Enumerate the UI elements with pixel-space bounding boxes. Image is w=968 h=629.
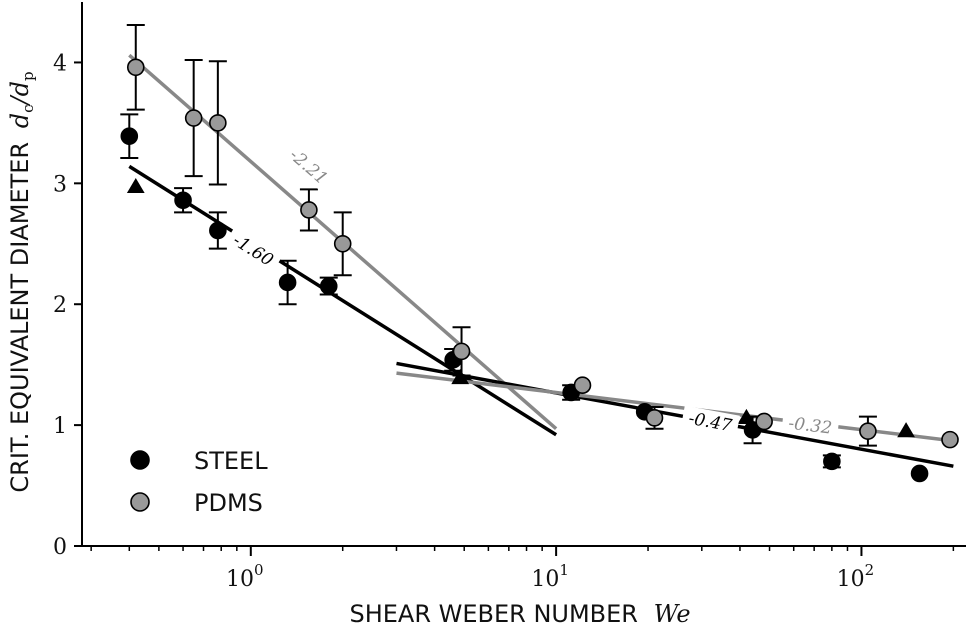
y-tick-label: 1 [53, 414, 67, 439]
data-point-pdms [645, 409, 664, 427]
x-tick-label: 101 [531, 561, 569, 592]
x-axis-title: SHEAR WEBER NUMBER We [349, 600, 690, 628]
data-point-steel [319, 277, 338, 295]
x-tick-label: 100 [226, 561, 264, 592]
data-point-pdms [755, 412, 773, 431]
data-point-pdms [184, 109, 203, 127]
slope-label-background [280, 139, 338, 194]
y-axis-symbol: d [6, 113, 34, 128]
data-markers [120, 58, 959, 483]
data-point-triangle [126, 177, 145, 194]
data-point-steel [910, 464, 929, 483]
y-axis-label: CRIT. EQUIVALENT DIAMETER [6, 142, 34, 493]
data-point-triangle [451, 368, 470, 385]
legend-marker [130, 492, 150, 512]
axes [81, 2, 966, 547]
y-tick-label: 4 [53, 51, 67, 76]
data-point-pdms [941, 430, 959, 449]
y-tick-label: 3 [53, 172, 67, 197]
legend-label: PDMS [194, 489, 263, 517]
fit-line-3 [396, 361, 954, 468]
data-point-pdms [573, 376, 592, 395]
legend-marker [130, 450, 150, 470]
data-point-pdms [209, 114, 227, 132]
slope-labels: -2.21-1.60-0.47 -0.32 [223, 139, 840, 440]
data-point-triangle [737, 408, 756, 424]
slope-label-background [781, 410, 840, 440]
ticks: 0 1 2 3 4 100 101 102 [53, 51, 955, 592]
slope-label-background [680, 405, 740, 438]
data-point-steel [120, 127, 139, 145]
x-tick-label: 102 [837, 561, 875, 592]
data-point-pdms [126, 58, 145, 77]
data-point-steel [209, 221, 227, 240]
y-axis-title: CRIT. EQUIVALENT DIAMETER dc/dp [6, 71, 37, 492]
x-axis-symbol: We [654, 600, 691, 628]
legend-label: STEEL [194, 447, 268, 475]
data-point-pdms [859, 422, 877, 440]
data-point-steel [823, 452, 841, 471]
slope-label: -0.32 [787, 414, 833, 439]
x-axis-label: SHEAR WEBER NUMBER [349, 600, 638, 628]
data-point-steel [174, 191, 192, 210]
data-point-triangle [897, 422, 915, 438]
data-point-steel [278, 273, 297, 292]
data-point-pdms [300, 201, 318, 219]
y-tick-label: 0 [53, 535, 67, 560]
data-point-pdms [333, 234, 352, 253]
legend: STEEL PDMS [130, 447, 268, 517]
fit-line-2 [128, 164, 558, 437]
data-point-pdms [452, 342, 471, 361]
slope-label-background [223, 225, 283, 275]
y-tick-label: 2 [53, 293, 67, 318]
